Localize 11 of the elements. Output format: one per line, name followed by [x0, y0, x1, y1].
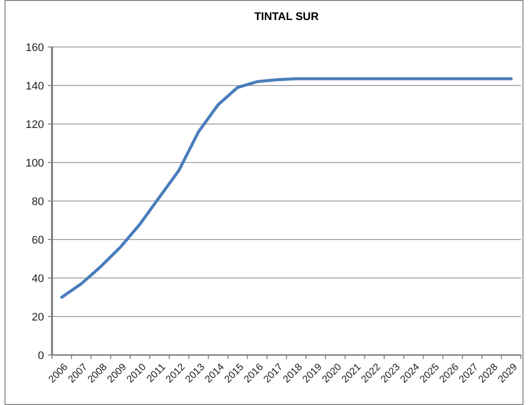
- y-tick-label: 100: [26, 157, 44, 170]
- y-tick-label: 40: [32, 272, 44, 285]
- line-series: [60, 77, 513, 299]
- y-tick-label: 160: [26, 42, 44, 54]
- y-tick-label: 120: [26, 118, 44, 131]
- y-tick-label: 140: [26, 80, 44, 92]
- y-tick-label: 80: [32, 196, 44, 208]
- y-tick-label: 0: [38, 350, 44, 362]
- chart-title: TINTAL SUR: [254, 11, 319, 23]
- y-tick-label: 60: [32, 234, 44, 246]
- y-tick-label: 20: [32, 311, 44, 324]
